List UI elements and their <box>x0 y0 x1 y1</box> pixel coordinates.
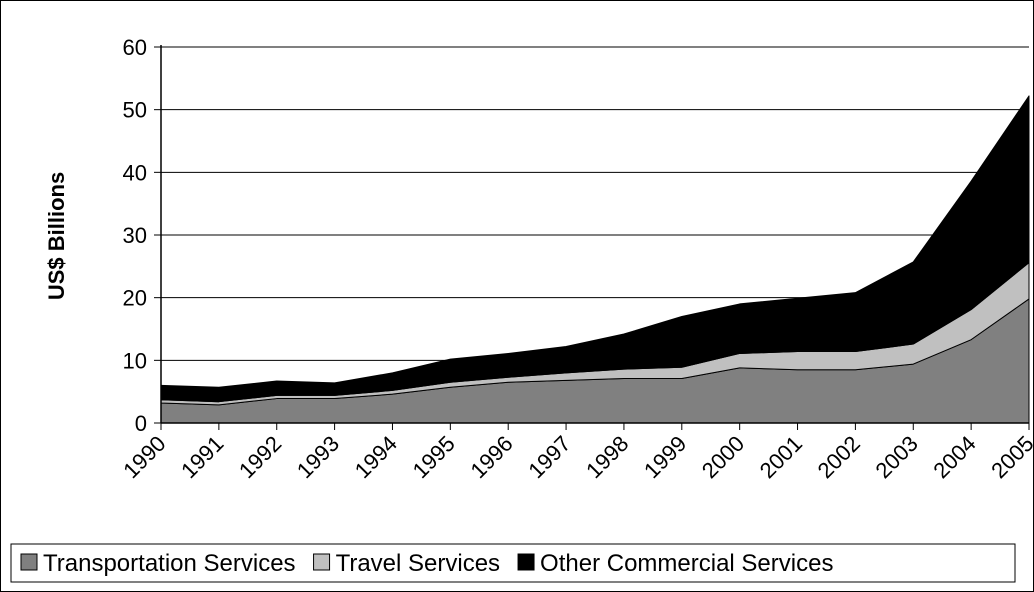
legend-label-travel-services: Travel Services <box>336 550 500 577</box>
y-tick-label: 40 <box>123 160 147 185</box>
x-tick-label: 1993 <box>292 431 344 483</box>
x-tick-label: 1998 <box>581 431 633 483</box>
x-tick-label: 2005 <box>986 431 1033 483</box>
y-tick-label: 0 <box>135 411 147 436</box>
y-tick-label: 60 <box>123 35 147 60</box>
x-tick-label: 2003 <box>871 431 923 483</box>
legend-swatch-travel-services <box>313 553 331 571</box>
x-tick-label: 1999 <box>639 431 691 483</box>
y-axis-label: US$ Billions <box>44 172 69 300</box>
legend-label-other-commercial-services: Other Commercial Services <box>540 550 833 577</box>
x-tick-label: 2004 <box>928 431 980 483</box>
x-tick-label: 1994 <box>350 431 402 483</box>
axes <box>154 45 1030 430</box>
legend: Transportation Services Travel Services Ot… <box>10 543 1016 583</box>
area-series <box>160 95 1030 424</box>
x-tick-label: 1997 <box>523 431 575 483</box>
x-tick-label: 1992 <box>234 431 286 483</box>
legend-box <box>10 543 1016 583</box>
x-tick-label: 2002 <box>813 431 865 483</box>
x-tick-label: 1995 <box>408 431 460 483</box>
x-tick-label: 1996 <box>465 431 517 483</box>
x-tick-label: 2000 <box>697 431 749 483</box>
y-tick-labels: 0 10 20 30 40 50 60 <box>123 35 147 436</box>
y-tick-label: 10 <box>123 348 147 373</box>
x-tick-label: 2001 <box>755 431 807 483</box>
area-other-commercial-services <box>160 95 1030 403</box>
legend-swatch-other-commercial-services <box>517 553 535 571</box>
x-tick-label: 1990 <box>118 431 170 483</box>
y-tick-label: 20 <box>123 286 147 311</box>
legend-label-transportation-services: Transportation Services <box>43 550 296 577</box>
y-tick-label: 30 <box>123 223 147 248</box>
legend-swatch-transportation-services <box>20 553 38 571</box>
x-tick-labels: 1990 1991 1992 1993 1994 1995 1996 1997 1998 1999… <box>118 431 1033 483</box>
y-tick-label: 50 <box>123 98 147 123</box>
x-tick-label: 1991 <box>176 431 228 483</box>
